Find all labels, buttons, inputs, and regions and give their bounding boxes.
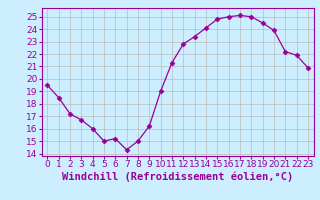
X-axis label: Windchill (Refroidissement éolien,°C): Windchill (Refroidissement éolien,°C) bbox=[62, 172, 293, 182]
